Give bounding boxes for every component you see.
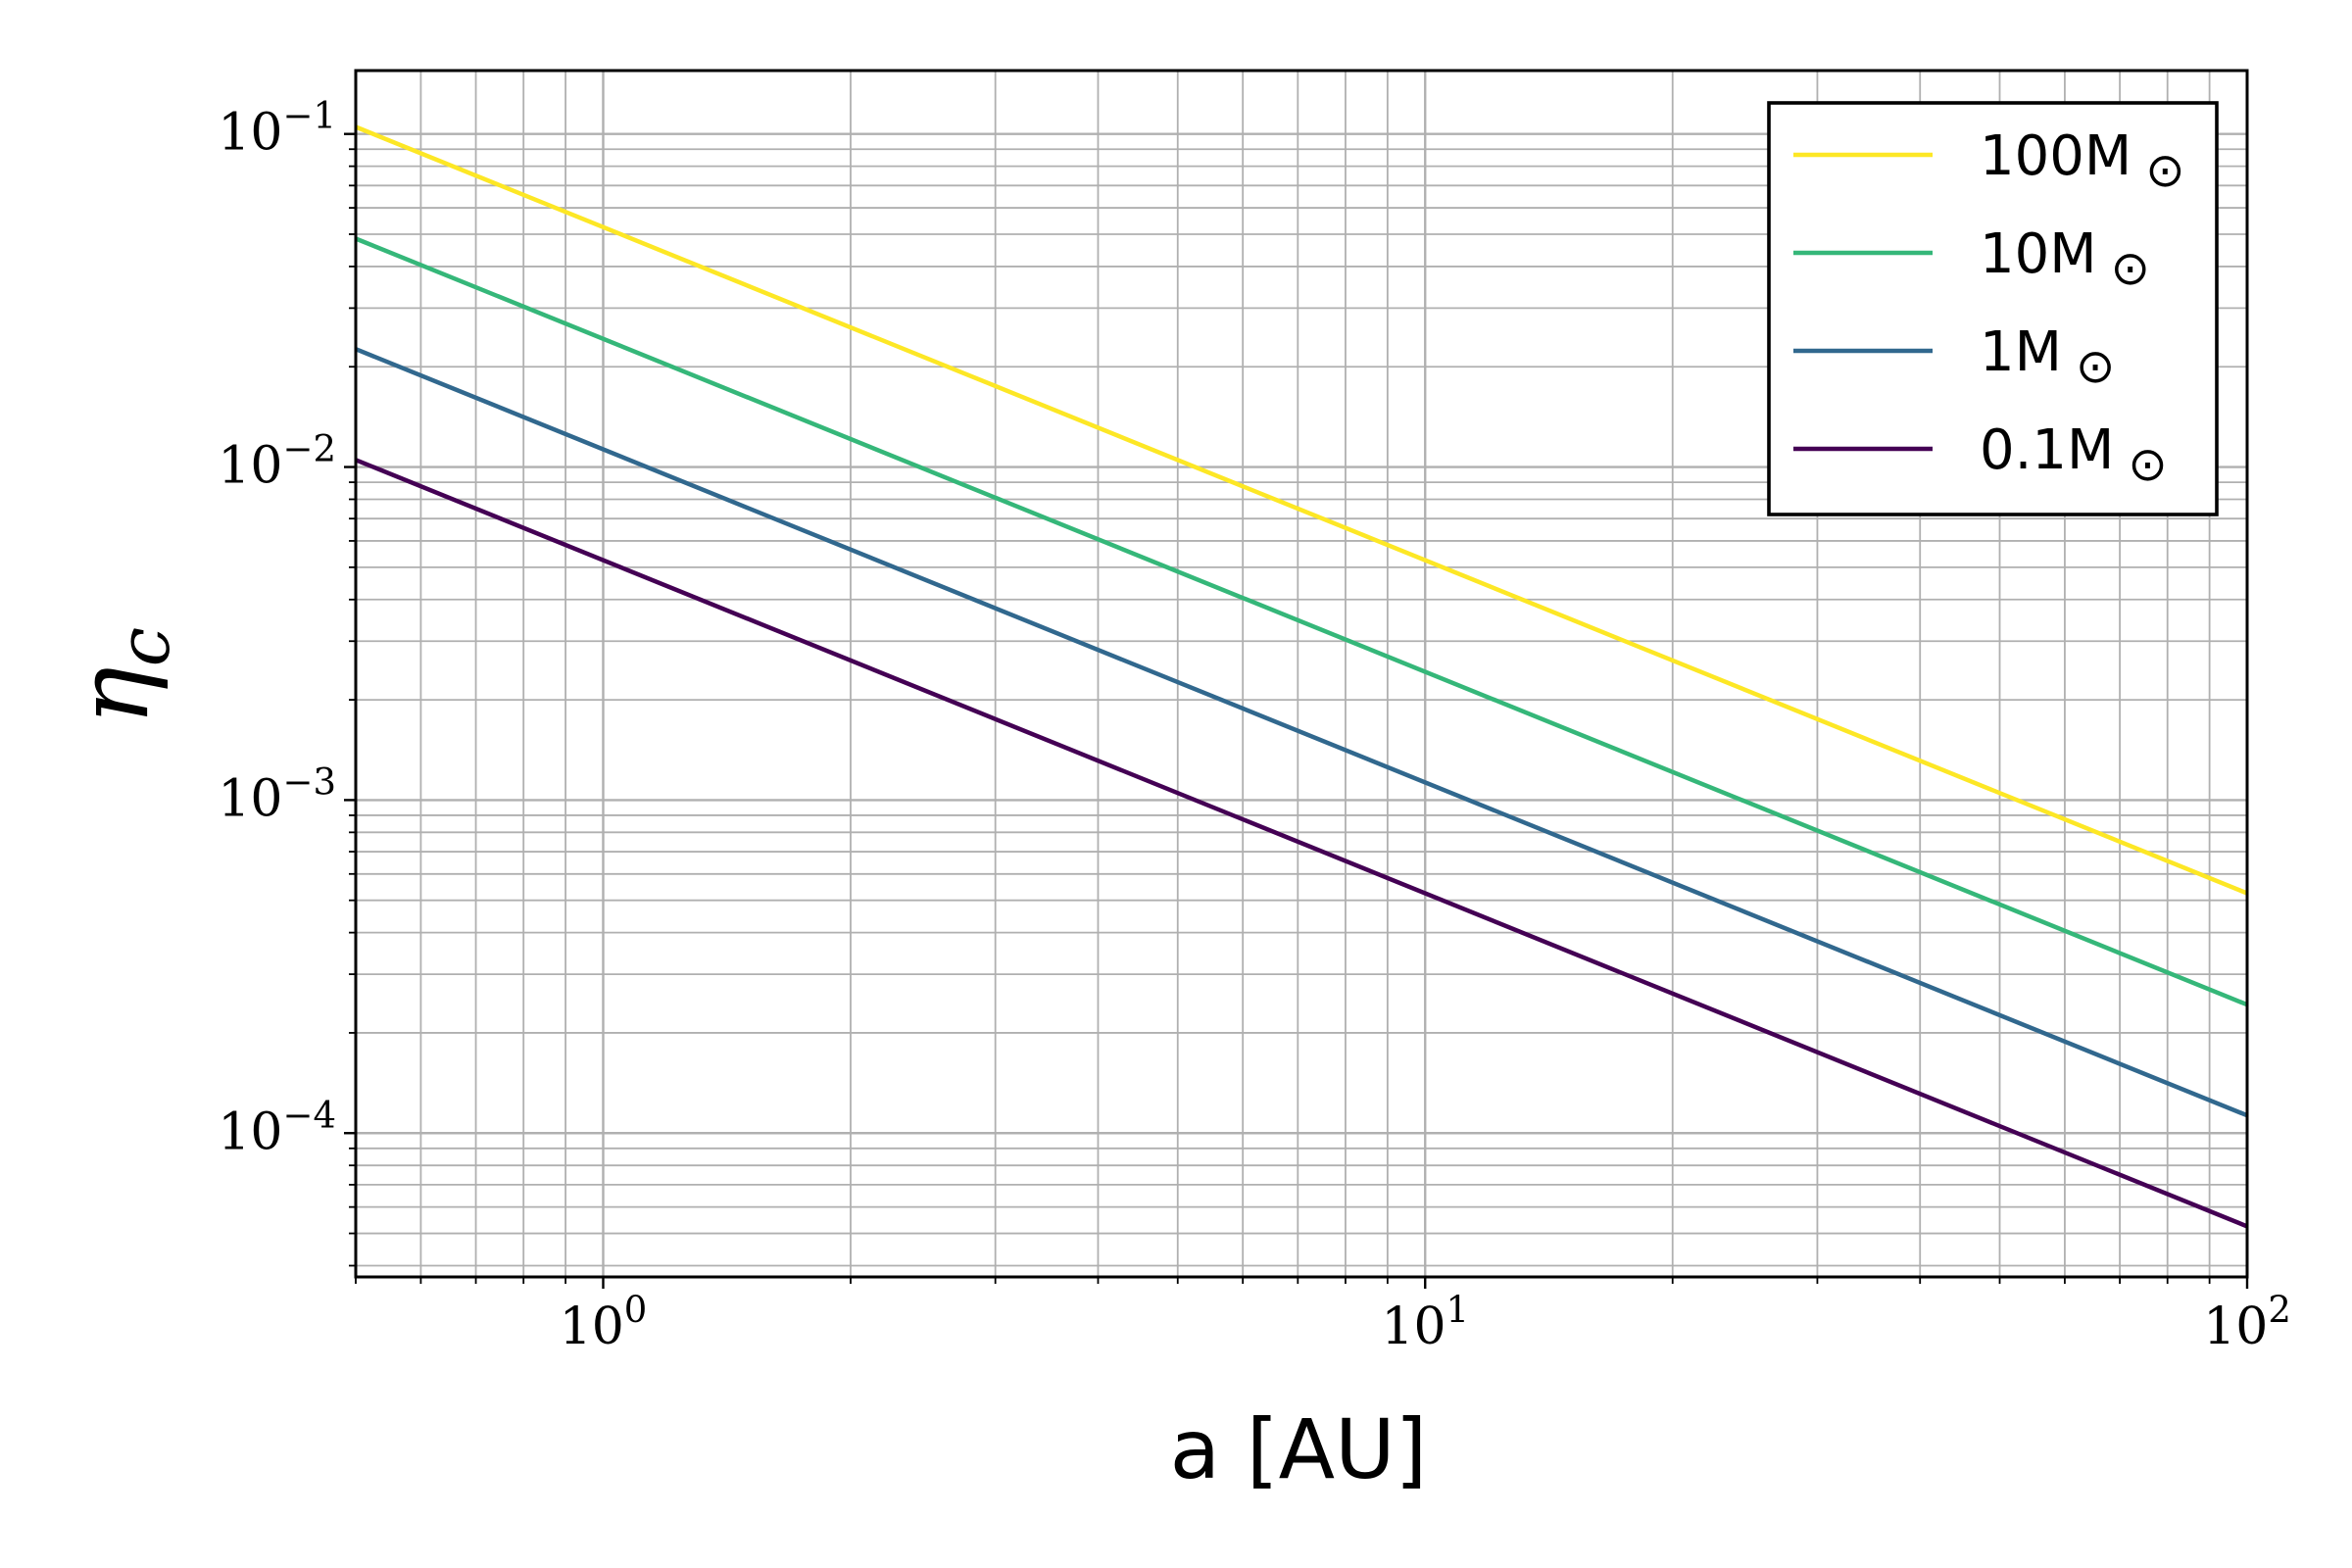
series-lines xyxy=(355,124,2248,1229)
series-line xyxy=(355,236,2248,1007)
series-line xyxy=(355,347,2248,1118)
series-line xyxy=(355,124,2248,896)
y-axis-label: ηc xyxy=(56,627,185,725)
legend-label: 100M ⊙ xyxy=(1980,124,2184,198)
x-tick-label: 100 xyxy=(560,1289,648,1356)
x-tick-label: 102 xyxy=(2203,1289,2291,1356)
series-line xyxy=(355,458,2248,1229)
legend: 100M ⊙ 10M ⊙ 1M ⊙ 0.1M ⊙ xyxy=(1767,101,2219,516)
x-tick-label: 101 xyxy=(1381,1289,1469,1356)
plot-frame xyxy=(354,69,2249,1279)
y-tick-label: 10−1 xyxy=(218,95,336,163)
legend-label: 10M ⊙ xyxy=(1980,222,2150,296)
y-axis-label-subscript: c xyxy=(103,627,185,666)
legend-box xyxy=(1767,101,2219,516)
legend-label: 0.1M ⊙ xyxy=(1980,418,2168,492)
legend-label: 1M ⊙ xyxy=(1980,320,2115,394)
axis-ticks xyxy=(344,132,2249,1289)
y-tick-label: 10−3 xyxy=(218,760,336,828)
y-tick-label: 10−4 xyxy=(218,1094,336,1161)
tick-labels: 100 101 102 10−4 10−3 10−2 10−1 xyxy=(218,95,2291,1356)
y-tick-label: 10−2 xyxy=(218,428,336,496)
x-axis-label: a [AU] xyxy=(1170,1401,1428,1497)
y-axis-label-base: η xyxy=(56,666,171,725)
